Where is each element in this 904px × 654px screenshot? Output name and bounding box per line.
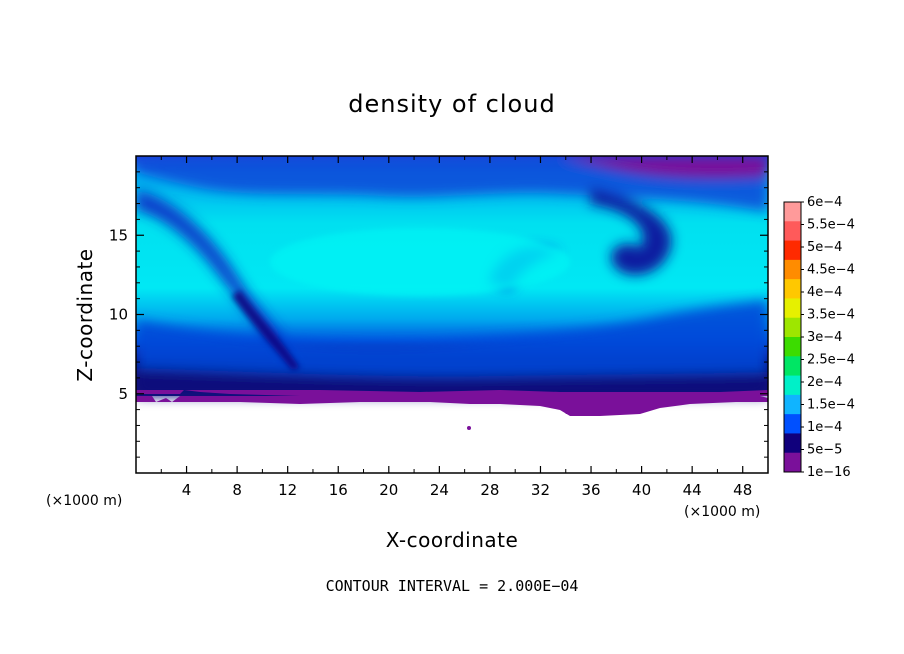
field-top-edge xyxy=(560,156,768,178)
small-cloud-fragment xyxy=(467,426,471,430)
field-bright-core xyxy=(270,228,570,296)
x-tick-label: 4 xyxy=(182,481,192,499)
colorbar-swatch xyxy=(784,356,801,377)
x-unit-label-left: (×1000 m) xyxy=(46,493,122,509)
colorbar-swatch xyxy=(784,414,801,434)
colorbar-label: 1e−16 xyxy=(807,465,851,480)
x-axis-ticks: 4 8 12 16 20 24 28 32 36 40 44 48 xyxy=(160,156,752,499)
contour-interval-note: CONTOUR INTERVAL = 2.000E−04 xyxy=(326,577,579,595)
colorbar-label: 5.5e−4 xyxy=(807,218,855,233)
x-tick-label: 12 xyxy=(278,481,297,499)
x-tick-label: 48 xyxy=(733,481,752,499)
colorbar-swatch xyxy=(784,298,801,319)
x-tick-label: 40 xyxy=(632,481,651,499)
colorbar-swatch xyxy=(784,279,801,299)
colorbar-label: 6e−4 xyxy=(807,195,842,210)
colorbar-label: 5e−5 xyxy=(807,443,842,458)
colorbar-swatch xyxy=(784,317,801,338)
x-tick-label: 44 xyxy=(683,481,702,499)
colorbar-label: 4.5e−4 xyxy=(807,263,855,278)
y-tick-label: 10 xyxy=(109,306,128,324)
colorbar-label: 1.5e−4 xyxy=(807,398,855,413)
colorbar: 6e−4 5.5e−4 5e−4 4.5e−4 4e−4 3.5e−4 3e−4 2.5e−4… xyxy=(783,195,855,480)
colorbar-swatch xyxy=(784,394,801,415)
colorbar-label: 1e−4 xyxy=(807,420,842,435)
colorbar-swatch xyxy=(784,452,801,473)
y-axis-label: Z-coordinate xyxy=(73,248,97,381)
colorbar-label: 2.5e−4 xyxy=(807,353,855,368)
cloud-base-fringe xyxy=(136,396,768,416)
colorbar-label: 5e−4 xyxy=(807,240,842,255)
colorbar-label: 3.5e−4 xyxy=(807,308,855,323)
colorbar-swatch xyxy=(784,240,801,261)
colorbar-label: 2e−4 xyxy=(807,375,842,390)
chart-title: density of cloud xyxy=(348,90,555,118)
field-lower-band xyxy=(136,300,768,396)
x-tick-label: 24 xyxy=(430,481,449,499)
colorbar-swatch xyxy=(784,202,801,222)
field-top-band xyxy=(136,156,768,212)
colorbar-swatch xyxy=(784,221,801,242)
x-tick-label: 32 xyxy=(531,481,550,499)
colorbar-swatch xyxy=(784,375,801,396)
x-tick-label: 36 xyxy=(581,481,600,499)
colorbar-swatch xyxy=(784,337,801,357)
heatmap-field xyxy=(136,156,768,430)
y-tick-label: 15 xyxy=(109,226,128,244)
x-axis-label: X-coordinate xyxy=(386,528,519,552)
x-tick-label: 8 xyxy=(232,481,242,499)
colorbar-label: 3e−4 xyxy=(807,330,842,345)
x-tick-label: 20 xyxy=(379,481,398,499)
field-streak xyxy=(232,290,300,370)
x-unit-label-right: (×1000 m) xyxy=(684,504,760,520)
colorbar-label: 4e−4 xyxy=(807,285,842,300)
field-swirl xyxy=(590,188,672,276)
x-tick-label: 28 xyxy=(480,481,499,499)
y-tick-label: 5 xyxy=(118,385,128,403)
y-axis-ticks: 5 10 15 xyxy=(109,171,768,458)
x-tick-label: 16 xyxy=(329,481,348,499)
field-dark-bottom xyxy=(136,368,768,396)
colorbar-swatch xyxy=(784,259,801,280)
colorbar-swatch xyxy=(784,433,801,454)
